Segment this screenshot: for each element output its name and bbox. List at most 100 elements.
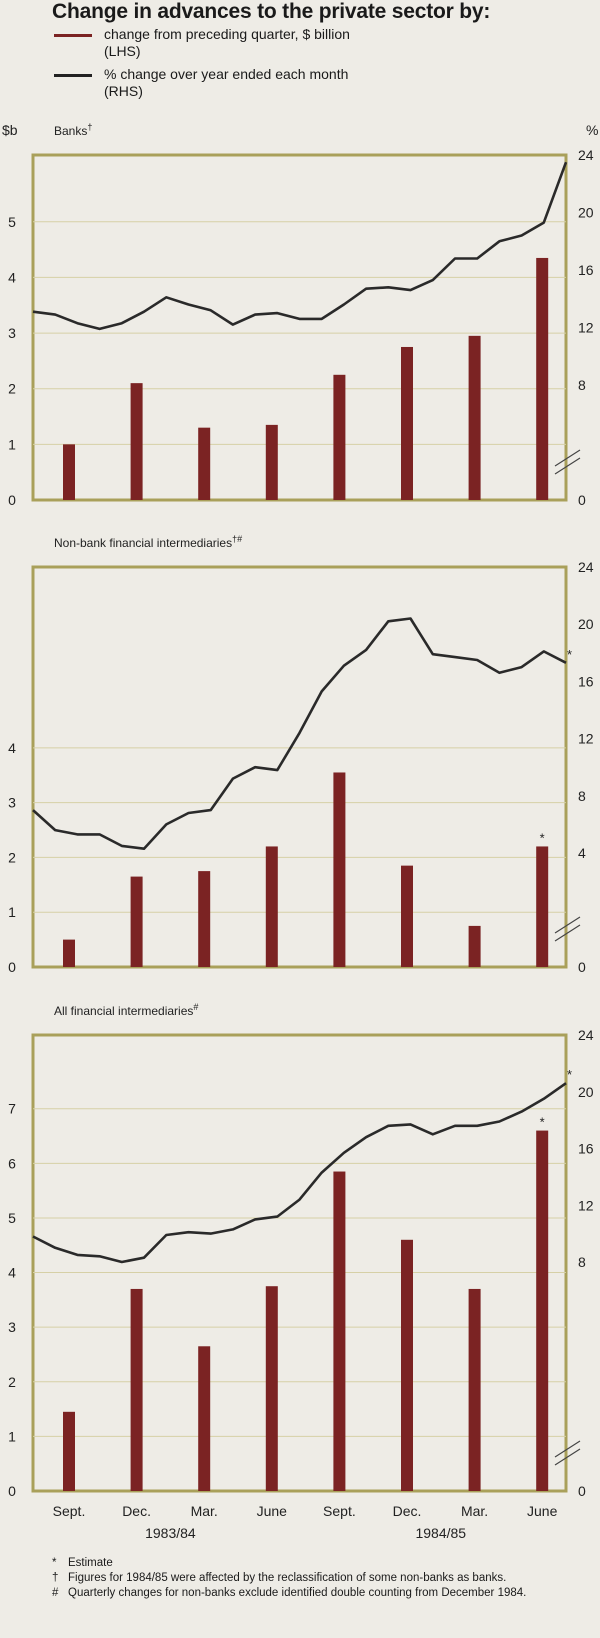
rhs-tick-label: 8 <box>578 377 586 393</box>
lhs-tick-label: 3 <box>8 795 16 811</box>
rhs-tick-label: 24 <box>578 147 594 163</box>
panel-title: All financial intermediaries# <box>54 1002 198 1018</box>
rhs-tick-label: 12 <box>578 731 594 747</box>
bar <box>333 1171 346 1491</box>
footnotes: * Estimate † Figures for 1984/85 were af… <box>52 1556 592 1601</box>
chart-header: Change in advances to the private sector… <box>0 0 600 120</box>
plot-frame <box>31 153 568 502</box>
bar-estimate-mark: * <box>540 1115 545 1130</box>
bar-estimate-mark: * <box>540 830 545 845</box>
rhs-tick-label: 12 <box>578 1197 594 1213</box>
x-tick-label: Dec. <box>122 1503 151 1519</box>
bar <box>468 925 481 967</box>
lhs-tick-label: 2 <box>8 849 16 865</box>
bar <box>536 846 549 967</box>
rhs-line-series <box>32 1082 567 1264</box>
bar <box>130 876 143 967</box>
x-tick-label: Dec. <box>393 1503 422 1519</box>
bar <box>468 1288 481 1491</box>
footnote-estimate: * Estimate <box>52 1556 592 1571</box>
plot-frame <box>31 1033 568 1493</box>
legend-bar-swatch <box>54 34 92 37</box>
bar <box>401 1239 413 1491</box>
lhs-tick-label: 0 <box>8 1483 16 1499</box>
rhs-line-series <box>32 617 567 851</box>
panel-title-mark: †# <box>232 534 242 544</box>
lhs-tick-label: 4 <box>8 740 16 756</box>
bar <box>130 1288 143 1491</box>
lhs-tick-label: 5 <box>8 1210 16 1226</box>
legend-bars-label: change from preceding quarter, $ billion <box>104 26 350 42</box>
footnote-mark: # <box>52 1587 59 1599</box>
footnote-text: Figures for 1984/85 were affected by the… <box>68 1572 507 1584</box>
axis-break-mark <box>554 916 581 934</box>
rhs-tick-label: 4 <box>578 845 586 861</box>
x-tick-label: June <box>257 1503 288 1519</box>
lhs-unit-label: $b <box>2 122 18 138</box>
axis-break-mark <box>554 1440 581 1458</box>
lhs-tick-label: 1 <box>8 436 16 452</box>
rhs-line-series <box>32 161 568 331</box>
x-tick-label: June <box>527 1503 558 1519</box>
footnote-double-counting: # Quarterly changes for non-banks exclud… <box>52 1586 592 1601</box>
footnote-text: Estimate <box>68 1557 113 1569</box>
rhs-tick-label: 0 <box>578 959 586 975</box>
footnote-mark: † <box>52 1572 59 1584</box>
legend-bars-side: (LHS) <box>104 43 141 59</box>
lhs-tick-label: 7 <box>8 1101 16 1117</box>
bar <box>198 871 211 967</box>
lhs-tick-label: 0 <box>8 959 16 975</box>
bar <box>198 1346 211 1491</box>
bar <box>265 1286 278 1491</box>
bar <box>63 444 75 500</box>
bar <box>401 346 413 500</box>
lhs-tick-label: 1 <box>8 904 16 920</box>
axis-break-mark <box>554 1448 581 1466</box>
bar <box>265 846 278 967</box>
bar <box>401 865 413 967</box>
rhs-tick-label: 20 <box>578 616 594 632</box>
panel-title: Non-bank financial intermediaries†# <box>54 534 242 550</box>
x-tick-label: Mar. <box>191 1503 218 1519</box>
lhs-tick-label: 1 <box>8 1428 16 1444</box>
panel-title: Banks† <box>54 122 92 138</box>
line-estimate-mark: * <box>567 647 572 662</box>
x-year-label: 1983/84 <box>145 1525 196 1541</box>
lhs-tick-label: 6 <box>8 1155 16 1171</box>
lhs-tick-label: 3 <box>8 325 16 341</box>
bar <box>63 939 75 967</box>
line-estimate-mark: * <box>567 1067 572 1082</box>
x-year-label: 1984/85 <box>415 1525 466 1541</box>
x-tick-label: Sept. <box>53 1503 86 1519</box>
rhs-tick-label: 8 <box>578 1254 586 1270</box>
rhs-tick-label: 16 <box>578 673 594 689</box>
lhs-tick-label: 2 <box>8 381 16 397</box>
footnote-mark: * <box>52 1557 57 1569</box>
chart-title: Change in advances to the private sector… <box>52 0 491 23</box>
rhs-tick-label: 8 <box>578 788 586 804</box>
axis-break-mark <box>554 449 581 467</box>
x-tick-label: Mar. <box>461 1503 488 1519</box>
bar <box>333 772 346 967</box>
plot-frame <box>31 565 568 969</box>
x-tick-label: Sept. <box>323 1503 356 1519</box>
bar <box>130 383 143 500</box>
rhs-tick-label: 16 <box>578 262 594 278</box>
axis-break-mark <box>554 457 581 475</box>
bar <box>468 335 481 500</box>
lhs-tick-label: 2 <box>8 1374 16 1390</box>
axis-break-mark <box>554 924 581 942</box>
legend-line-label: % change over year ended each month <box>104 66 349 82</box>
lhs-tick-label: 0 <box>8 492 16 508</box>
rhs-tick-label: 0 <box>578 492 586 508</box>
rhs-tick-label: 16 <box>578 1141 594 1157</box>
rhs-tick-label: 0 <box>578 1483 586 1499</box>
rhs-tick-label: 24 <box>578 559 594 575</box>
rhs-tick-label: 24 <box>578 1027 594 1043</box>
legend-line-side: (RHS) <box>104 83 143 99</box>
bar <box>333 374 346 500</box>
panel-title-mark: † <box>87 122 92 132</box>
bar <box>536 257 549 500</box>
footnote-text: Quarterly changes for non-banks exclude … <box>68 1587 527 1599</box>
